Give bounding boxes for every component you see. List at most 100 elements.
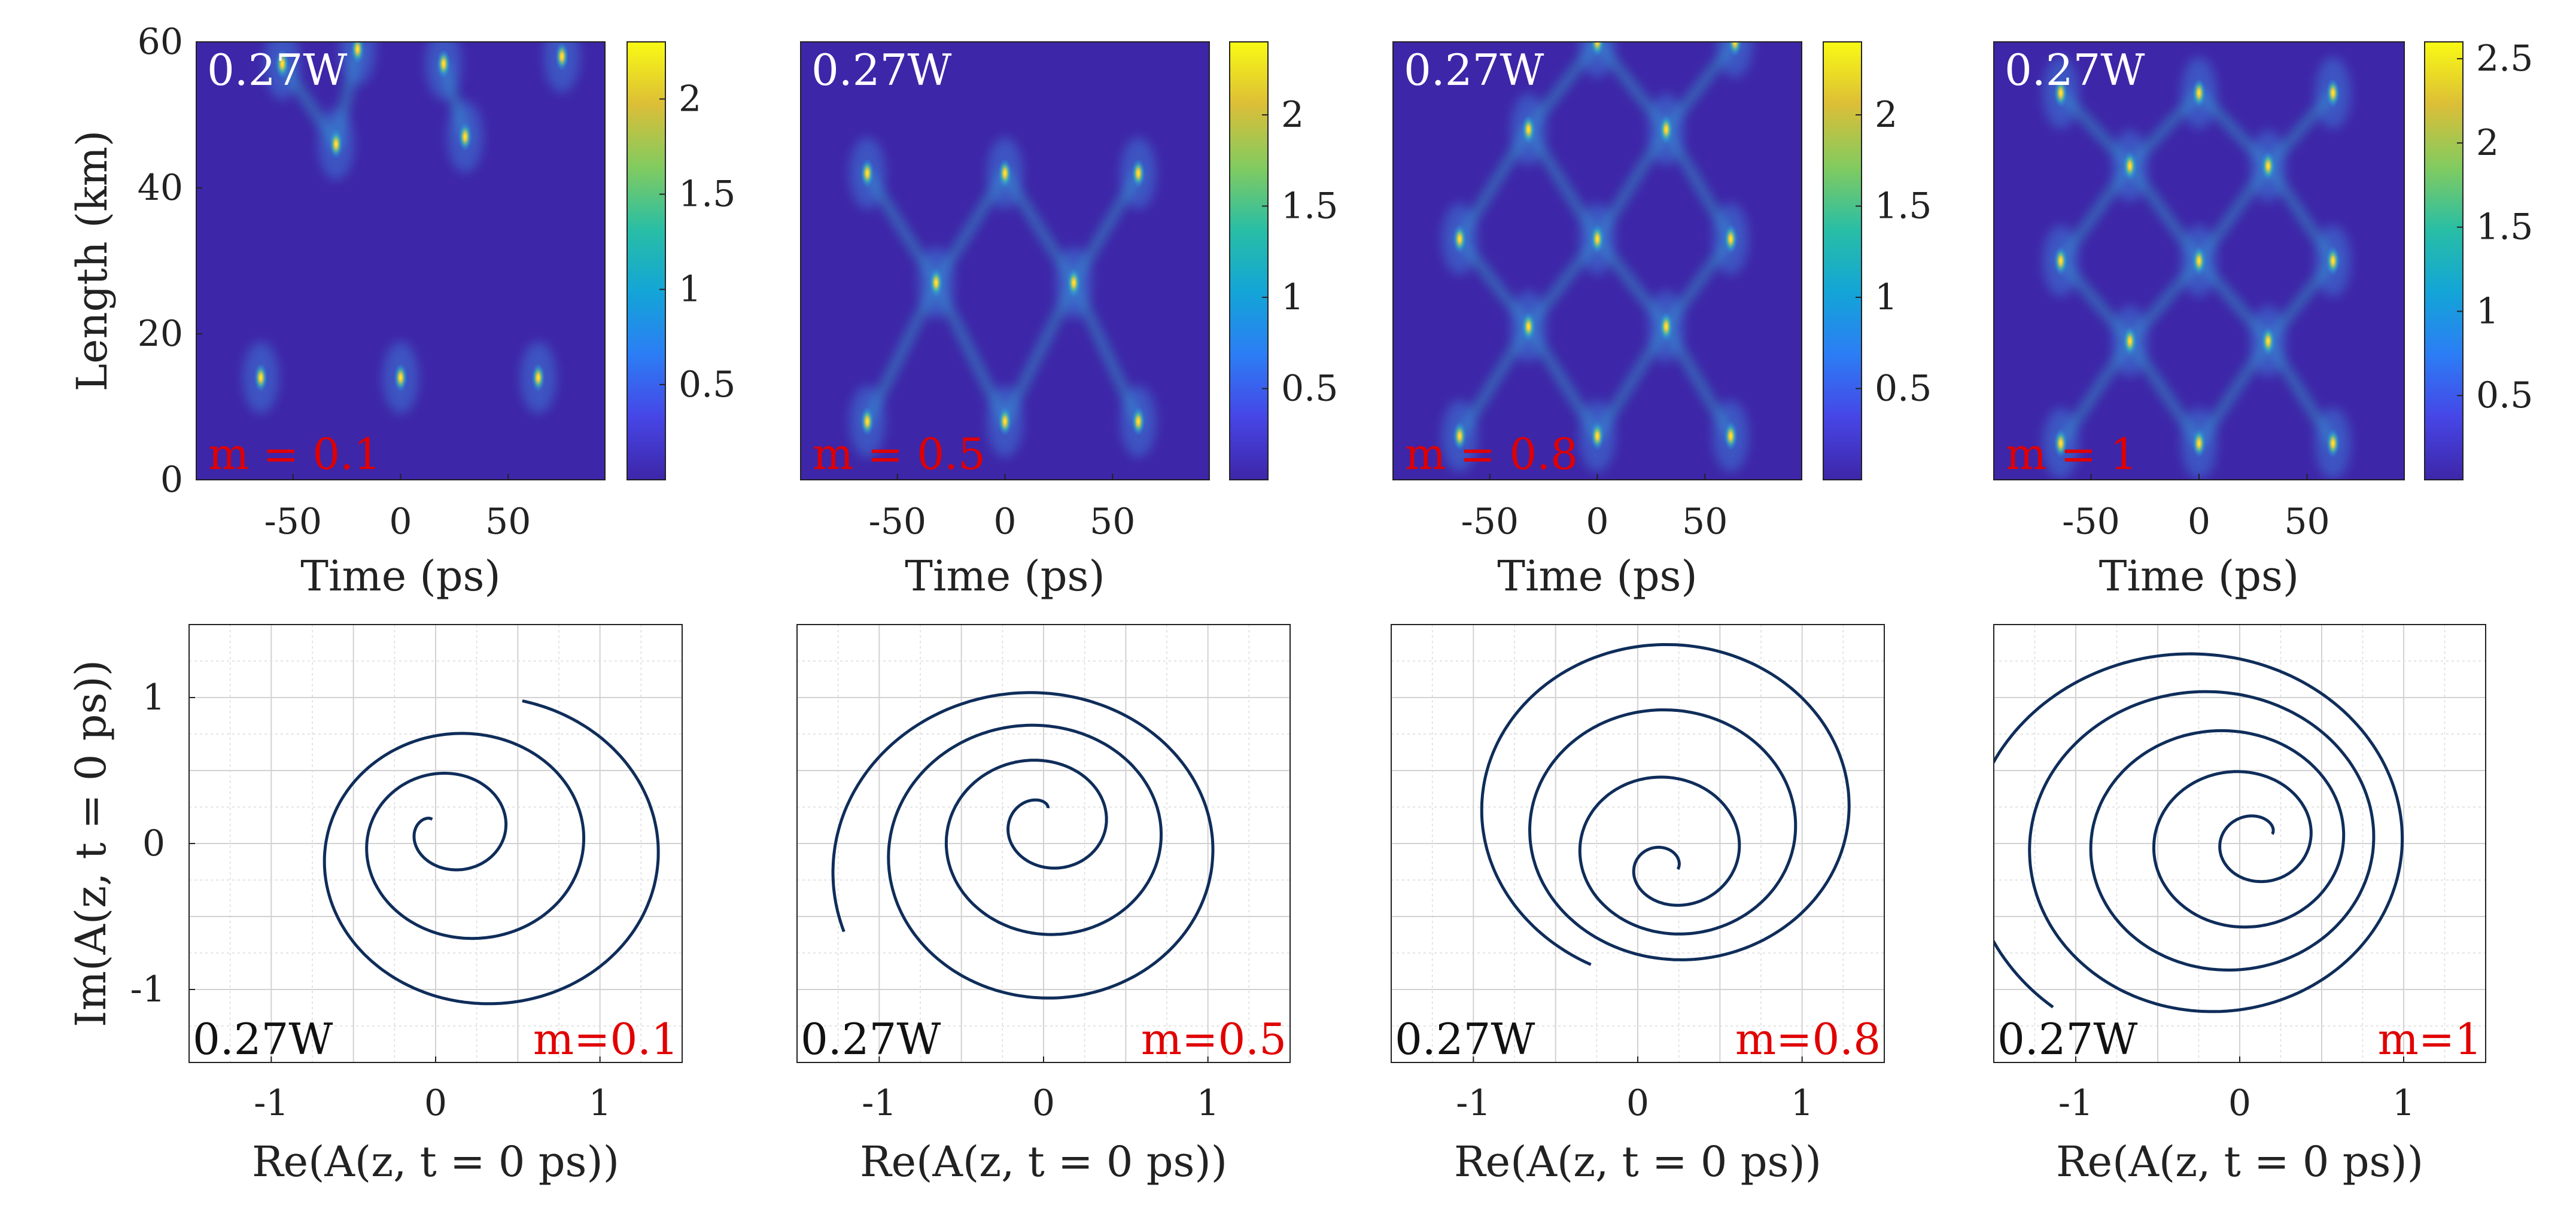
x-tick-label: 50 [485,501,531,543]
peak [2261,151,2275,181]
peak [329,129,343,159]
colorbar-tick-label: 1 [1281,276,1304,318]
x-axis-label: Re(A(z, t = 0 ps)) [2056,1137,2423,1186]
x-axis-label: Re(A(z, t = 0 ps)) [860,1137,1227,1186]
y-tick-label: 60 [138,21,183,63]
y-axis-label: Im(A(z, t = 0 ps)) [66,660,115,1027]
colorbar-tick-label: 1 [2476,290,2499,332]
colorbar-tick-label: 2 [2476,122,2499,164]
heatmap-background [196,42,605,480]
peak [2326,429,2340,458]
heatmap-panel-a3: -50 0 50 Time (ps) 0.27W m = 0.8 [1392,41,1802,601]
colorbar-tick-label: 0.5 [1281,368,1338,410]
peak [1728,42,1742,56]
colorbar-scale [1229,41,1269,480]
trajectory-line [1994,652,2404,1013]
colorbar-tick-label: 1 [679,269,701,310]
colorbar-scale [626,41,666,480]
peak [1067,268,1081,297]
peak [458,122,472,151]
peak [254,363,267,392]
peak [2192,429,2206,458]
peak [2054,78,2067,108]
peak [2054,246,2067,275]
peak [555,42,569,71]
m-label: m=0.5 [1141,1014,1287,1064]
x-tick-label: -1 [862,1082,896,1124]
colorbar-tick-label: 0.5 [1875,368,1932,410]
colorbar-tick-label: 1 [1875,276,1897,318]
power-label: 0.27W [1395,1014,1535,1064]
peak [1590,42,1604,56]
x-tick-label: 0 [424,1082,447,1124]
trajectory-line [1480,643,1851,966]
x-tick-label: -50 [264,501,322,543]
peak [2123,327,2137,356]
power-label: 0.27W [2005,45,2145,95]
m-label: m = 0.8 [1405,429,1578,479]
y-tick-label: 40 [138,167,183,209]
power-label: 0.27W [1997,1014,2137,1064]
m-label: m = 0.1 [208,429,381,479]
x-tick-label: 0 [993,501,1016,543]
peak [1659,115,1673,144]
m-label: m=1 [2378,1014,2482,1064]
peak [1453,421,1467,450]
peak [1522,312,1535,341]
colorbar-tick-label: 1.5 [1875,185,1932,227]
peak [275,49,289,78]
peak [998,407,1012,436]
peak [929,268,943,297]
y-tick-label: 20 [138,313,183,355]
trajectory-line [323,699,660,1006]
y-tick-label: 0 [142,823,165,864]
colorbar-scale [2424,41,2464,480]
x-tick-label: -1 [1456,1082,1491,1124]
x-tick-label: 0 [1586,501,1608,543]
x-tick-label: 1 [1791,1082,1814,1124]
power-label: 0.27W [193,1014,333,1064]
peak [860,407,874,436]
x-tick-label: -50 [2062,501,2120,543]
peak [394,363,407,392]
phase-panel-b2: -1 0 1 Re(A(z, t = 0 ps)) 0.27W m=0.5 [796,624,1291,1186]
heatmap-ridges [242,42,580,414]
x-tick-label: 0 [2188,501,2210,543]
heatmap-panel-a2: -50 0 50 Time (ps) 0.27W m = 0.5 [800,41,1210,601]
peak [2192,78,2206,108]
m-label: m=0.1 [533,1014,679,1064]
x-axis-label: Time (ps) [905,552,1105,601]
colorbar-tick-label: 2.5 [2476,38,2533,80]
x-tick-label: 0 [1032,1082,1055,1124]
peak [1132,407,1145,436]
peak [2261,327,2275,356]
power-label: 0.27W [207,45,347,95]
heatmap-panel-a4: -50 0 50 Time (ps) 0.27W m = 1 [1993,41,2405,601]
y-tick-label: -1 [130,969,165,1010]
x-axis-label: Time (ps) [1497,552,1697,601]
peak [1724,421,1738,450]
colorbar-tick-label: 0.5 [679,364,735,406]
heatmap-field [849,137,1157,458]
phase-panel-b1: -1 0 1 -1 0 1 Re(A(z, t = 0 ps)) Im(A(z, t = 0 … [66,624,683,1186]
peak [351,42,364,64]
peak [2326,78,2340,108]
peak [1590,224,1604,254]
y-tick-label: 0 [160,459,183,501]
x-tick-label: 50 [2284,501,2329,543]
colorbar-tick-label: 1.5 [2476,206,2533,248]
x-tick-label: -1 [254,1082,288,1124]
colorbar: 0.5 1 1.5 2 [1229,41,1338,480]
x-axis-label: Time (ps) [300,552,500,601]
x-tick-label: -50 [868,501,926,543]
peak [860,159,874,188]
peak [1724,224,1738,254]
m-label: m = 1 [2006,429,2137,479]
m-label: m=0.8 [1735,1014,1881,1064]
colorbar-tick-label: 1.5 [679,173,735,215]
colorbar: 0.5 1 1.5 2 2.5 [2424,38,2533,480]
x-axis-label: Time (ps) [2099,552,2299,601]
x-tick-label: 1 [1197,1082,1219,1124]
x-tick-label: 50 [1090,501,1135,543]
